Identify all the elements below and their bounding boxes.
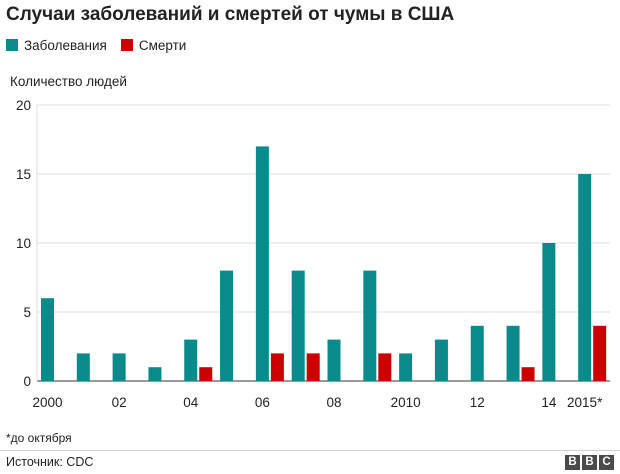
bar-deaths <box>593 325 607 381</box>
bar-cases <box>578 174 592 381</box>
bbc-logo-letter: B <box>565 455 580 470</box>
legend: Заболевания Смерти <box>6 36 200 54</box>
x-tick-label: 04 <box>183 395 199 410</box>
y-tick-label: 0 <box>23 374 31 389</box>
divider <box>0 450 620 451</box>
y-tick-label: 10 <box>16 236 31 251</box>
x-tick-label: 06 <box>255 395 270 410</box>
x-tick-label: 2000 <box>32 395 62 410</box>
x-tick-label: 2015* <box>567 395 603 410</box>
bar-cases <box>470 325 484 381</box>
legend-item-deaths: Смерти <box>120 37 187 53</box>
bar-cases <box>399 353 413 381</box>
legend-swatch-cases <box>6 39 18 51</box>
bar-cases <box>184 339 198 381</box>
bar-cases <box>255 146 269 381</box>
legend-item-cases: Заболевания <box>6 38 107 53</box>
bar-deaths <box>270 353 284 381</box>
chart-title: Случаи заболеваний и смертей от чумы в С… <box>6 4 455 25</box>
bar-deaths <box>521 367 535 381</box>
bar-chart: 0 5 10 15 20 2000 02 04 06 08 2010 12 14 2015* <box>16 98 610 410</box>
x-tick-label: 14 <box>541 395 557 410</box>
bbc-logo: B B C <box>563 455 614 470</box>
bar-cases <box>76 353 90 381</box>
legend-swatch-deaths <box>120 39 133 51</box>
footnote: *до октября <box>6 431 72 445</box>
bar-cases <box>434 339 448 381</box>
bar-deaths <box>199 367 213 381</box>
x-tick-label: 2010 <box>391 395 421 410</box>
bbc-logo-letter: C <box>599 455 614 470</box>
x-tick-label: 12 <box>470 395 485 410</box>
bar-cases <box>506 325 520 381</box>
y-tick-label: 20 <box>16 98 31 113</box>
source-text: Источник: CDC <box>6 455 94 469</box>
bar-cases <box>327 339 341 381</box>
bar-cases <box>41 298 54 381</box>
bar-deaths <box>306 353 320 381</box>
y-axis-label: Количество людей <box>10 74 127 89</box>
y-tick-label: 15 <box>16 167 31 182</box>
x-tick-label: 02 <box>112 395 127 410</box>
bar-deaths <box>378 353 392 381</box>
legend-label-deaths: Смерти <box>138 37 187 53</box>
bar-cases <box>291 270 305 381</box>
x-tick-label: 08 <box>326 395 341 410</box>
bar-cases <box>112 353 126 381</box>
bar-cases <box>542 243 556 381</box>
bar-cases <box>220 270 234 381</box>
legend-label-cases: Заболевания <box>24 37 107 53</box>
y-tick-label: 5 <box>23 305 31 320</box>
bar-cases <box>148 367 162 381</box>
bbc-logo-letter: B <box>582 455 597 470</box>
bar-cases <box>363 270 377 381</box>
